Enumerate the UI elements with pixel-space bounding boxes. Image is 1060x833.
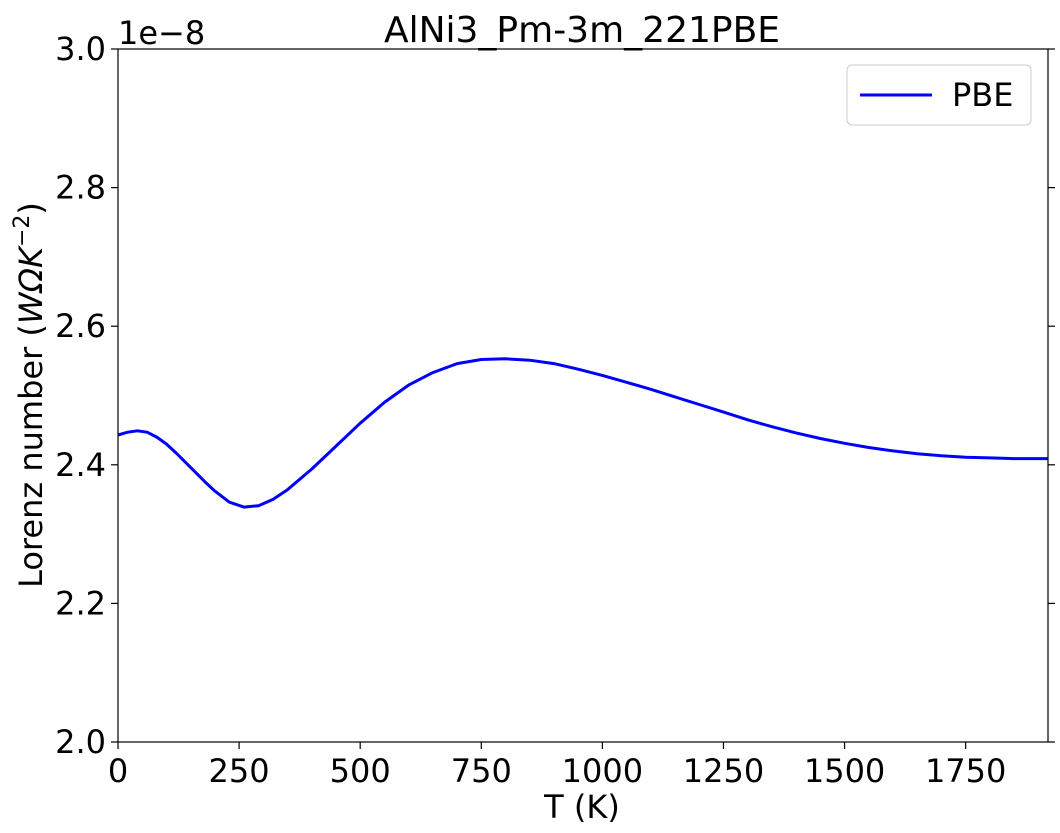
- y-tick-label: 2.6: [55, 307, 106, 345]
- y-axis-label-exponent: −2: [10, 215, 35, 247]
- y-tick-label: 3.0: [55, 30, 106, 68]
- legend: PBE: [846, 64, 1032, 126]
- y-tick-label: 2.4: [55, 446, 106, 484]
- x-tick-label: 250: [209, 752, 270, 790]
- x-tick-label: 1250: [683, 752, 764, 790]
- x-tick-label: 1000: [562, 752, 643, 790]
- y-axis-label-main: Lorenz number (: [12, 324, 50, 588]
- x-axis-label: T (K): [543, 788, 620, 826]
- y-tick-label: 2.8: [55, 169, 106, 207]
- axes-frame: [117, 48, 1049, 743]
- axis-ticks: 0 250 500 750 1000 1250 1500 1750 2.0 2.2 2.4 2.6 2.…: [55, 30, 1055, 790]
- x-tick-label: 1750: [925, 752, 1006, 790]
- legend-label-pbe: PBE: [952, 76, 1013, 114]
- y-tick-label: 2.0: [55, 723, 106, 761]
- x-tick-label: 0: [108, 752, 128, 790]
- x-tick-label: 500: [330, 752, 391, 790]
- y-tick-label: 2.2: [55, 584, 106, 622]
- series-line-pbe: [117, 357, 1048, 509]
- plot-area: [117, 357, 1048, 509]
- y-axis-label: Lorenz number (WΩK−2): [10, 202, 50, 588]
- x-tick-label: 1500: [804, 752, 885, 790]
- y-offset-text: 1e−8: [118, 14, 205, 52]
- legend-box: [846, 64, 1032, 126]
- chart-title: AlNi3_Pm-3m_221PBE: [384, 10, 780, 51]
- x-tick-label: 750: [451, 752, 512, 790]
- y-axis-label-math: WΩK: [12, 244, 50, 324]
- y-axis-label-close: ): [12, 202, 50, 214]
